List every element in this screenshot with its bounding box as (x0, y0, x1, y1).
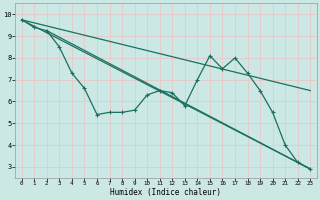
X-axis label: Humidex (Indice chaleur): Humidex (Indice chaleur) (110, 188, 221, 197)
